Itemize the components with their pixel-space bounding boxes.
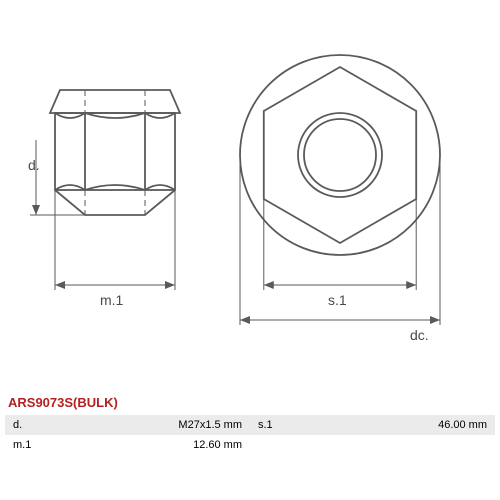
- dim-label: [250, 435, 310, 455]
- dim-value: 46.00 mm: [310, 415, 495, 435]
- svg-text:dc.: dc.: [410, 327, 429, 343]
- dim-value: [310, 435, 495, 455]
- dim-label: s.1: [250, 415, 310, 435]
- dim-label: m.1: [5, 435, 65, 455]
- svg-text:s.1: s.1: [328, 292, 347, 308]
- table-row: m.1 12.60 mm: [5, 435, 495, 455]
- table-row: d. M27x1.5 mm s.1 46.00 mm: [5, 415, 495, 435]
- dimensions-table: d. M27x1.5 mm s.1 46.00 mm m.1 12.60 mm: [5, 415, 495, 455]
- drawing-svg: d. m.1 s.1 dc.: [20, 30, 480, 370]
- technical-drawing: d. m.1 s.1 dc.: [20, 30, 480, 370]
- svg-text:m.1: m.1: [100, 292, 124, 308]
- dim-value: M27x1.5 mm: [65, 415, 250, 435]
- dim-label: d.: [5, 415, 65, 435]
- part-number: ARS9073S(BULK): [8, 395, 118, 410]
- svg-text:d.: d.: [28, 157, 40, 173]
- dim-value: 12.60 mm: [65, 435, 250, 455]
